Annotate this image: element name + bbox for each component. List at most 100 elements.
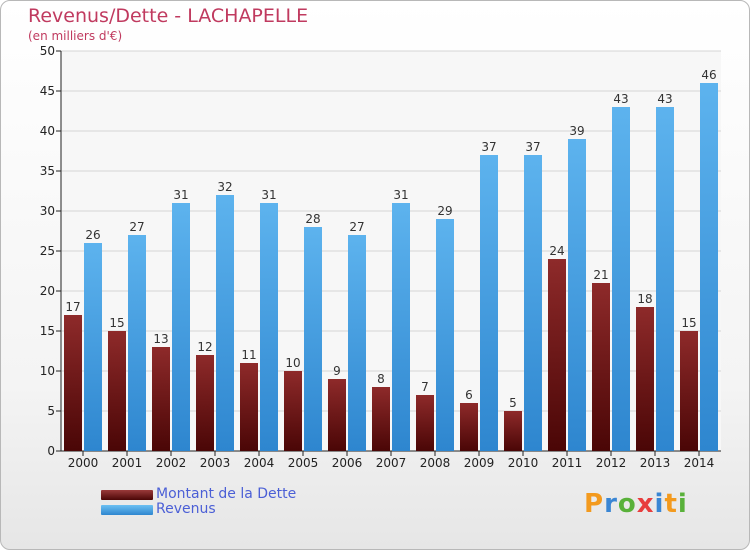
y-tick-label: 0 [47, 444, 55, 458]
proxiti-logo: Proxiti [584, 489, 688, 519]
bar-revenus [612, 107, 630, 451]
bar-debt [240, 363, 258, 451]
bar-revenus [172, 203, 190, 451]
x-tick-label: 2011 [552, 456, 583, 470]
data-label: 39 [569, 124, 584, 138]
data-label: 5 [509, 396, 517, 410]
data-label: 9 [333, 364, 341, 378]
bar-debt [372, 387, 390, 451]
data-label: 13 [153, 332, 168, 346]
y-tick-label: 40 [40, 124, 55, 138]
gridlines [61, 50, 721, 452]
legend-label-debt: Montant de la Dette [156, 486, 297, 502]
data-label: 31 [173, 188, 188, 202]
bar-revenus [656, 107, 674, 451]
x-tick-label: 2012 [596, 456, 627, 470]
x-tick-label: 2013 [640, 456, 671, 470]
bar-debt [64, 315, 82, 451]
data-label: 37 [525, 140, 540, 154]
bar-revenus [128, 235, 146, 451]
bar-revenus [84, 243, 102, 451]
x-tick-label: 2001 [112, 456, 143, 470]
y-tick-label: 5 [47, 404, 55, 418]
bar-revenus [348, 235, 366, 451]
data-label: 31 [261, 188, 276, 202]
data-label: 15 [109, 316, 124, 330]
logo-letter: i [677, 489, 688, 519]
bar-debt [680, 331, 698, 451]
data-label: 12 [197, 340, 212, 354]
y-tick-label: 10 [40, 364, 55, 378]
data-label: 32 [217, 180, 232, 194]
data-label: 17 [65, 300, 80, 314]
bar-debt [592, 283, 610, 451]
bar-revenus [260, 203, 278, 451]
bar-debt [460, 403, 478, 451]
data-label: 37 [481, 140, 496, 154]
y-tick-label: 35 [40, 164, 55, 178]
bar-revenus [216, 195, 234, 451]
logo-letter: o [617, 489, 637, 519]
y-tick-label: 30 [40, 204, 55, 218]
y-tick-label: 20 [40, 284, 55, 298]
bar-revenus [436, 219, 454, 451]
axes: 0 5 10 15 20 25 30 35 40 45 50 2000 2001 2002 2003 2004… [40, 44, 721, 470]
logo-letter: t [664, 489, 678, 519]
bar-debt [416, 395, 434, 451]
bar-revenus [304, 227, 322, 451]
bar-debt [284, 371, 302, 451]
legend-swatch-debt [101, 490, 153, 500]
bar-debt [504, 411, 522, 451]
bar-debt [108, 331, 126, 451]
y-tick-label: 15 [40, 324, 55, 338]
y-tick-label: 45 [40, 84, 55, 98]
bars [64, 83, 718, 451]
bar-revenus [480, 155, 498, 451]
bar-revenus [700, 83, 718, 451]
data-label: 27 [129, 220, 144, 234]
bar-debt [548, 259, 566, 451]
data-label: 27 [349, 220, 364, 234]
data-label: 24 [549, 244, 564, 258]
chart-title: Revenus/Dette - LACHAPELLE [28, 5, 309, 27]
x-tick-label: 2006 [332, 456, 363, 470]
x-tick-label: 2007 [376, 456, 407, 470]
legend-label-revenus: Revenus [156, 501, 216, 517]
logo-letter: r [604, 489, 618, 519]
data-labels: 17 26 15 27 13 31 12 32 11 31 10 28 9 27 8 31 7 29 6 37 5 37 2… [65, 68, 716, 410]
bar-debt [152, 347, 170, 451]
data-label: 11 [241, 348, 256, 362]
data-label: 15 [681, 316, 696, 330]
x-tick-label: 2014 [684, 456, 715, 470]
bar-revenus [392, 203, 410, 451]
data-label: 7 [421, 380, 429, 394]
data-label: 6 [465, 388, 473, 402]
data-label: 28 [305, 212, 320, 226]
bar-debt [636, 307, 654, 451]
logo-letter: i [654, 489, 665, 519]
legend-swatch-revenus [101, 505, 153, 515]
data-label: 43 [613, 92, 628, 106]
bar-debt [196, 355, 214, 451]
x-tick-label: 2003 [200, 456, 231, 470]
y-tick-label: 50 [40, 44, 55, 58]
x-tick-label: 2010 [508, 456, 539, 470]
x-tick-label: 2004 [244, 456, 275, 470]
logo-letter: P [584, 489, 605, 519]
y-tick-label: 25 [40, 244, 55, 258]
x-tick-label: 2000 [68, 456, 99, 470]
data-label: 46 [701, 68, 716, 82]
data-label: 21 [593, 268, 608, 282]
data-label: 18 [637, 292, 652, 306]
data-label: 43 [657, 92, 672, 106]
x-tick-label: 2008 [420, 456, 451, 470]
x-tick-label: 2009 [464, 456, 495, 470]
bar-revenus [524, 155, 542, 451]
data-label: 8 [377, 372, 385, 386]
x-tick-label: 2005 [288, 456, 319, 470]
logo-letter: x [636, 489, 655, 519]
x-tick-label: 2002 [156, 456, 187, 470]
data-label: 26 [85, 228, 100, 242]
